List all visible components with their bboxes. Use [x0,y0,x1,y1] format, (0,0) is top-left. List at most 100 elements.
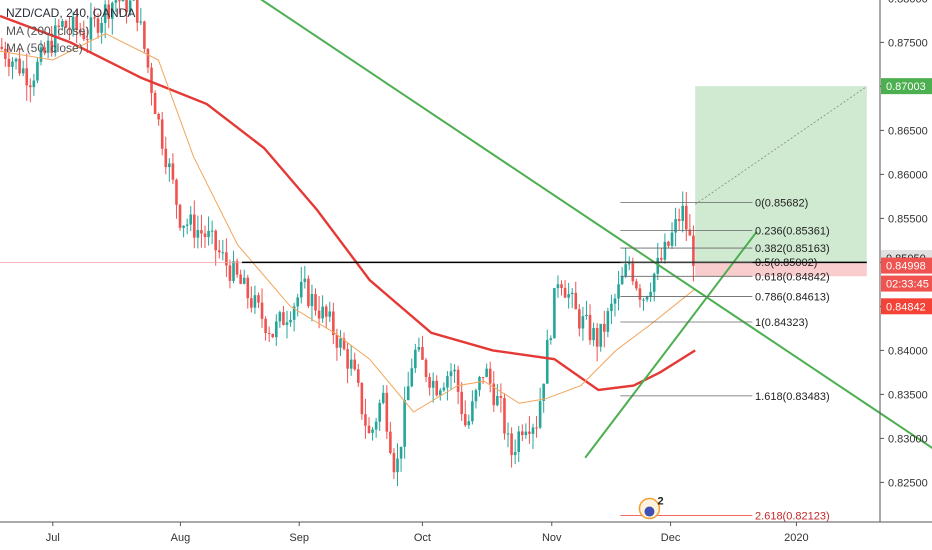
event-marker-layer[interactable]: 2 [638,496,664,520]
fib-label: 1(0.84323) [755,317,808,329]
candle-body [481,376,485,378]
candle-body [599,323,603,347]
fib-label: 1.618(0.83483) [755,391,830,403]
candle-body [414,349,417,369]
candle [78,22,82,37]
price-badge-label: 0.87003 [886,81,926,93]
candle-body [118,0,121,2]
candle [599,323,603,352]
candle [585,300,588,320]
candle-body [82,32,86,40]
legend-ma50[interactable]: MA (50, close) [6,41,83,55]
fib-label: 0.5(0.85002) [755,257,817,269]
candle-body [253,295,257,308]
candle-body [150,67,153,93]
candle-body [18,58,21,74]
candle [139,8,143,26]
candle [488,361,492,393]
y-tick-label: 0.83000 [888,433,928,445]
candle [503,393,506,440]
candle-body [61,21,64,27]
candle [431,372,435,403]
candle [471,390,474,425]
candle [182,225,185,238]
legend-symbol[interactable]: NZD/CAD, 240, OANDA [6,6,136,20]
candle [610,294,613,324]
candle-body [535,427,538,429]
candle [135,0,139,32]
candle [478,375,481,397]
candle-body [285,322,289,325]
candle-body [381,392,385,403]
candle-body [624,264,627,277]
price-badge-label: 02:33:45 [886,279,929,291]
candle-body [627,263,631,265]
candle-body [406,386,410,401]
y-tick-label: 0.88000 [888,0,928,5]
candle [342,332,346,351]
candle [307,275,310,309]
candle [635,278,638,291]
candle-body [125,0,128,13]
price-badge[interactable] [881,298,932,315]
candle [642,297,645,311]
candle [43,42,46,56]
candle [371,427,374,441]
candle-body [68,27,71,30]
candle [613,293,617,317]
candle-body [549,338,553,341]
candle-body [392,452,396,473]
candle [192,200,196,249]
candle [178,203,182,231]
candle-body [474,390,478,402]
candle [446,371,449,401]
candle-body [513,452,517,456]
candle [150,62,153,106]
candle [100,16,103,44]
candle [171,153,175,184]
ma200-line[interactable] [0,14,696,392]
x-tick-label: Sep [289,532,309,544]
fib-label: 2.618(0.82123) [755,511,830,523]
candle [410,358,414,388]
candle [118,0,121,14]
candle [692,225,695,282]
candle-body [339,338,342,348]
candle [353,352,357,371]
candle [542,383,545,413]
target-zone[interactable] [695,86,867,263]
candle [189,206,193,232]
candle [531,423,535,449]
candle [157,112,160,126]
x-tick-label: Nov [542,532,562,544]
descending-trendline[interactable] [246,0,932,454]
candle-body [663,241,667,260]
candle [96,13,100,39]
candle [424,357,428,383]
ma50-line[interactable] [0,33,696,413]
candle [570,288,574,309]
candle-body [175,179,178,205]
candle-body [282,312,285,325]
candle [228,259,232,289]
candle-body [274,321,278,338]
candle-body [192,214,196,238]
price-badge[interactable] [881,275,932,292]
candle [396,443,399,486]
candle-body [296,297,299,307]
stop-zone[interactable] [695,262,867,277]
price-badge[interactable] [881,78,932,95]
candle-body [0,46,4,49]
price-badge[interactable] [881,257,932,274]
candle [185,218,189,235]
candle [289,311,292,327]
candle [684,191,688,241]
candle [435,375,439,397]
candle-body [64,21,68,28]
ascending-trendline[interactable] [584,230,758,459]
fibonacci-layer: 0(0.85682) 0.236(0.85361) 0.382(0.85163) 0.… [620,197,830,523]
candle-body [278,312,282,322]
candle-body [428,377,431,388]
legend-ma200[interactable]: MA (200, close) [6,24,90,38]
